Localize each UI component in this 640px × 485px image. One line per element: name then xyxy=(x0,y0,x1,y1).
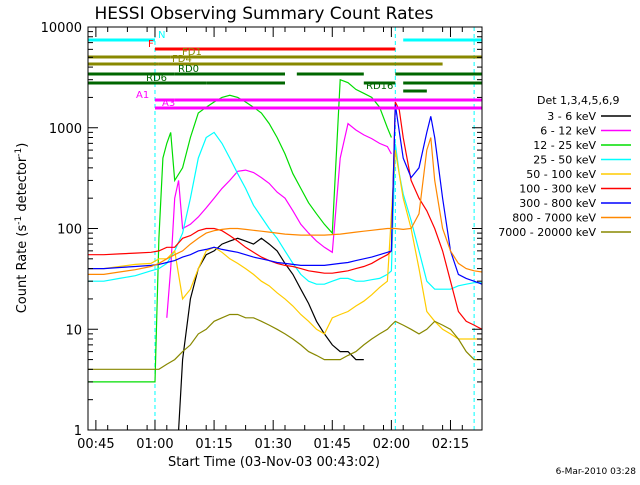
y-tick-label: 100 xyxy=(57,223,82,238)
state-bar-label: RD0 xyxy=(178,64,199,75)
y-axis-label-sup2: -1 xyxy=(14,148,24,157)
series-line xyxy=(88,313,482,370)
series-line xyxy=(178,237,364,430)
state-bar-label: N xyxy=(158,30,165,41)
legend-label: 300 - 800 keV xyxy=(519,197,596,210)
series-line xyxy=(88,131,482,290)
x-tick-label: 02:00 xyxy=(373,437,410,452)
legend-title: Det 1,3,4,5,6,9 xyxy=(537,94,620,107)
legend-label: 12 - 25 keV xyxy=(533,139,596,152)
state-bar-label: A1 xyxy=(136,90,149,101)
y-tick-label: 1000 xyxy=(49,122,82,137)
legend-label: 100 - 300 keV xyxy=(519,183,596,196)
legend-label: 800 - 7000 keV xyxy=(512,212,596,225)
state-bar-label: RD16 xyxy=(366,81,393,92)
series-line xyxy=(88,137,482,275)
y-axis-label-main: Count Rate (s xyxy=(15,225,30,314)
y-tick-label: 1 xyxy=(74,424,82,439)
y-axis-label-sup1: -1 xyxy=(14,216,24,225)
footer-date: 6-Mar-2010 03:28 xyxy=(556,467,637,477)
y-axis-label-mid: detector xyxy=(15,156,30,216)
legend-label: 7000 - 20000 keV xyxy=(498,226,596,239)
x-tick-label: 01:45 xyxy=(314,437,351,452)
state-bar-label: A3 xyxy=(162,98,175,109)
legend-label: 50 - 100 keV xyxy=(526,168,596,181)
y-tick-label: 10 xyxy=(65,323,82,338)
state-bar-label: FD4 xyxy=(172,54,192,65)
series-line xyxy=(88,104,482,285)
chart-title: HESSI Observing Summary Count Rates xyxy=(94,4,433,24)
x-tick-label: 01:00 xyxy=(136,437,173,452)
y-tick-label: 10000 xyxy=(41,21,82,36)
series-line xyxy=(166,122,392,318)
state-bar-label: FD1 xyxy=(182,47,202,58)
x-tick-label: 01:15 xyxy=(195,437,232,452)
x-tick-label: 02:15 xyxy=(432,437,469,452)
series-line xyxy=(88,150,482,340)
series-line xyxy=(88,78,392,383)
x-tick-label: 01:30 xyxy=(254,437,291,452)
state-bar-label: RD6 xyxy=(146,73,167,84)
legend-label: 25 - 50 keV xyxy=(533,154,596,167)
state-bar-label: F xyxy=(148,39,154,50)
x-tick-label: 00:45 xyxy=(77,437,114,452)
legend-label: 3 - 6 keV xyxy=(547,110,596,123)
y-axis-label: Count Rate (s-1 detector-1) xyxy=(14,143,30,314)
x-axis-label: Start Time (03-Nov-03 00:43:02) xyxy=(168,455,380,470)
y-axis-label-end: ) xyxy=(15,143,30,148)
series-group xyxy=(88,78,482,430)
legend-label: 6 - 12 keV xyxy=(540,125,596,138)
series-line xyxy=(88,101,482,330)
